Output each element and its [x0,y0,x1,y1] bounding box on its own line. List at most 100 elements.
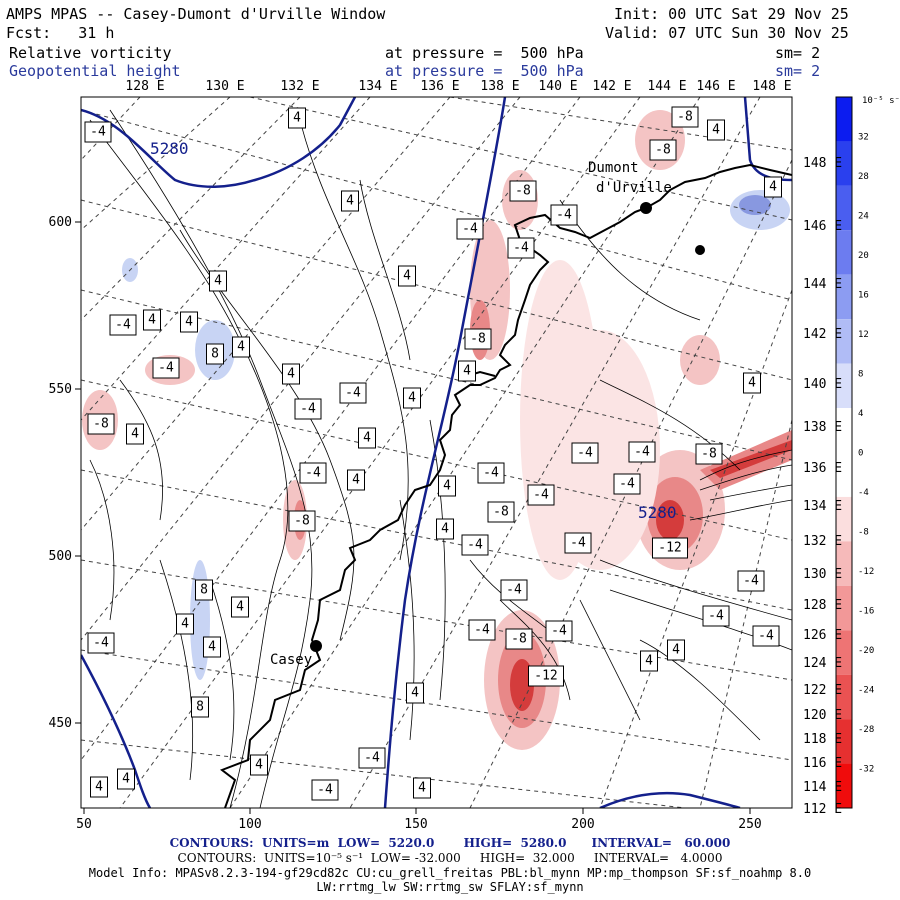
lat-right-label: 128 E [803,598,842,613]
map-frame [80,96,793,809]
vorticity-contour-label: -4 [477,462,505,484]
vorticity-contour-label: -8 [509,180,537,202]
svg-text:-8: -8 [701,447,717,462]
svg-text:4: 4 [185,315,193,330]
svg-text:-4: -4 [462,222,478,237]
lat-right-label: 132 E [803,534,842,549]
vorticity-contour-label: 4 [126,423,144,445]
model-info: Model Info: MPASv8.2.3-194-gf29cd82c CU:… [88,866,812,880]
svg-text:-4: -4 [758,629,774,644]
svg-text:-12: -12 [658,541,681,556]
vorticity-contour-label: -8 [487,501,515,523]
vorticity-contour-label: -4 [152,357,180,379]
svg-text:4: 4 [748,376,756,391]
svg-text:4: 4 [441,522,449,537]
vorticity-contour-label: 4 [117,768,135,790]
svg-text:-8: -8 [493,505,509,520]
colorbar-label: 0 [858,449,863,459]
vorticity-contour-label: -4 [545,620,573,642]
lat-right-label: 142 E [803,327,842,342]
vorticity-contour-label: 4 [90,776,108,798]
svg-text:4: 4 [236,600,244,615]
vorticity-contour-label: 4 [398,265,416,287]
lat-right-label: 134 E [803,499,842,514]
colorbar-swatch [836,452,852,497]
colorbar-swatch [836,763,852,808]
vorticity-contour-label: 4 [640,650,658,672]
dumont-station-marker [640,202,652,214]
svg-text:-4: -4 [467,538,483,553]
lon-top-label: 140 E [538,79,577,94]
lat-right-label: 146 E [803,219,842,234]
vorticity-contour-label: 4 [707,119,725,141]
valid-time: Valid: 07 UTC Sun 30 Nov 25 [605,24,849,42]
svg-text:-4: -4 [743,574,759,589]
lon-top-label: 138 E [480,79,519,94]
lon-top-label: 134 E [358,79,397,94]
svg-text:-4: -4 [708,609,724,624]
svg-text:-8: -8 [294,514,310,529]
svg-text:4: 4 [408,391,416,406]
vorticity-contour-label: 4 [282,363,300,385]
vorticity-contour-label: 4 [764,176,782,198]
x-tick-label: 200 [571,817,594,832]
lon-top-label: 148 E [752,79,791,94]
vorticity-contour-label: -4 [311,779,339,801]
svg-text:-4: -4 [305,466,321,481]
vorticity-contour-label: -8 [505,628,533,650]
plot-title: AMPS MPAS -- Casey-Dumont d'Urville Wind… [6,5,386,23]
vorticity-contour-label: 4 [232,336,250,358]
lat-right-label: 116 E [803,756,842,771]
y-tick-label: 550 [49,382,72,397]
colorbar-label: -4 [858,488,869,498]
lat-right-labels: 148 E 146 E 144 E 142 E 140 E 138 E 136 E 134 E… [803,156,842,817]
svg-text:8: 8 [200,583,208,598]
vorticity-contour-label: -4 [737,570,765,592]
height-contours [81,97,792,808]
x-tick-label: 100 [238,817,261,832]
colorbar-label: -32 [858,765,874,775]
lat-right-label: 148 E [803,156,842,171]
colorbar-swatch [836,674,852,720]
svg-text:4: 4 [237,340,245,355]
vorticity-contour-label: 4 [358,427,376,449]
svg-text:-4: -4 [115,318,131,333]
vorticity-contour-labels: -4 4 4 -8 4 -8 -8 -4 -4 -4 4 4 4 -4 4 4 8 4 -8 -4 4 4 4 -4 4 -4 -8… [84,106,782,801]
lat-right-label: 126 E [803,628,842,643]
svg-text:4: 4 [346,194,354,209]
vorticity-contour-label: -8 [87,413,115,435]
field2-name: Geopotential height [9,62,181,80]
colorbar-swatch [836,319,852,364]
vorticity-contour-label: -8 [671,106,699,128]
lat-right-label: 144 E [803,277,842,292]
vorticity-contour-label: -4 [752,625,780,647]
lat-right-label: 118 E [803,732,842,747]
vorticity-contour-label: 8 [206,343,224,365]
svg-text:4: 4 [672,643,680,658]
svg-text:-4: -4 [483,466,499,481]
vorticity-contour-label: -4 [84,121,112,143]
model-info-2: LW:rrtmg_lw SW:rrtmg_sw SFLAY:sf_mynn [316,880,584,894]
field1-name: Relative vorticity [9,44,172,62]
casey-place-label: Casey [270,652,312,668]
svg-text:-4: -4 [474,623,490,638]
colorbar-swatch [836,185,852,231]
colorbar-label: 32 [858,133,869,143]
vorticity-contours [89,109,792,808]
lon-top-labels: 128 E 130 E 132 E 134 E 136 E 138 E 140 E 142 E… [125,79,791,94]
vorticity-contour-label: 8 [195,579,213,601]
vorticity-contour-label: -4 [628,441,656,463]
vorticity-contour-label: -4 [527,484,555,506]
vorticity-contour-label: 4 [231,596,249,618]
svg-text:-4: -4 [300,402,316,417]
vorticity-contour-label: -4 [294,398,322,420]
svg-text:4: 4 [769,180,777,195]
vorticity-contour-label: 4 [436,518,454,540]
svg-text:4: 4 [208,640,216,655]
colorbar: 32 28 24 20 16 12 8 4 0 -4 -8 -12 -16 -20 -24 -28 -32 [835,96,874,809]
vorticity-contour-label: -4 [87,632,115,654]
vorticity-contour-label: 4 [413,777,431,799]
colorbar-swatch [836,630,852,675]
lon-top-label: 146 E [696,79,735,94]
svg-text:-4: -4 [570,536,586,551]
